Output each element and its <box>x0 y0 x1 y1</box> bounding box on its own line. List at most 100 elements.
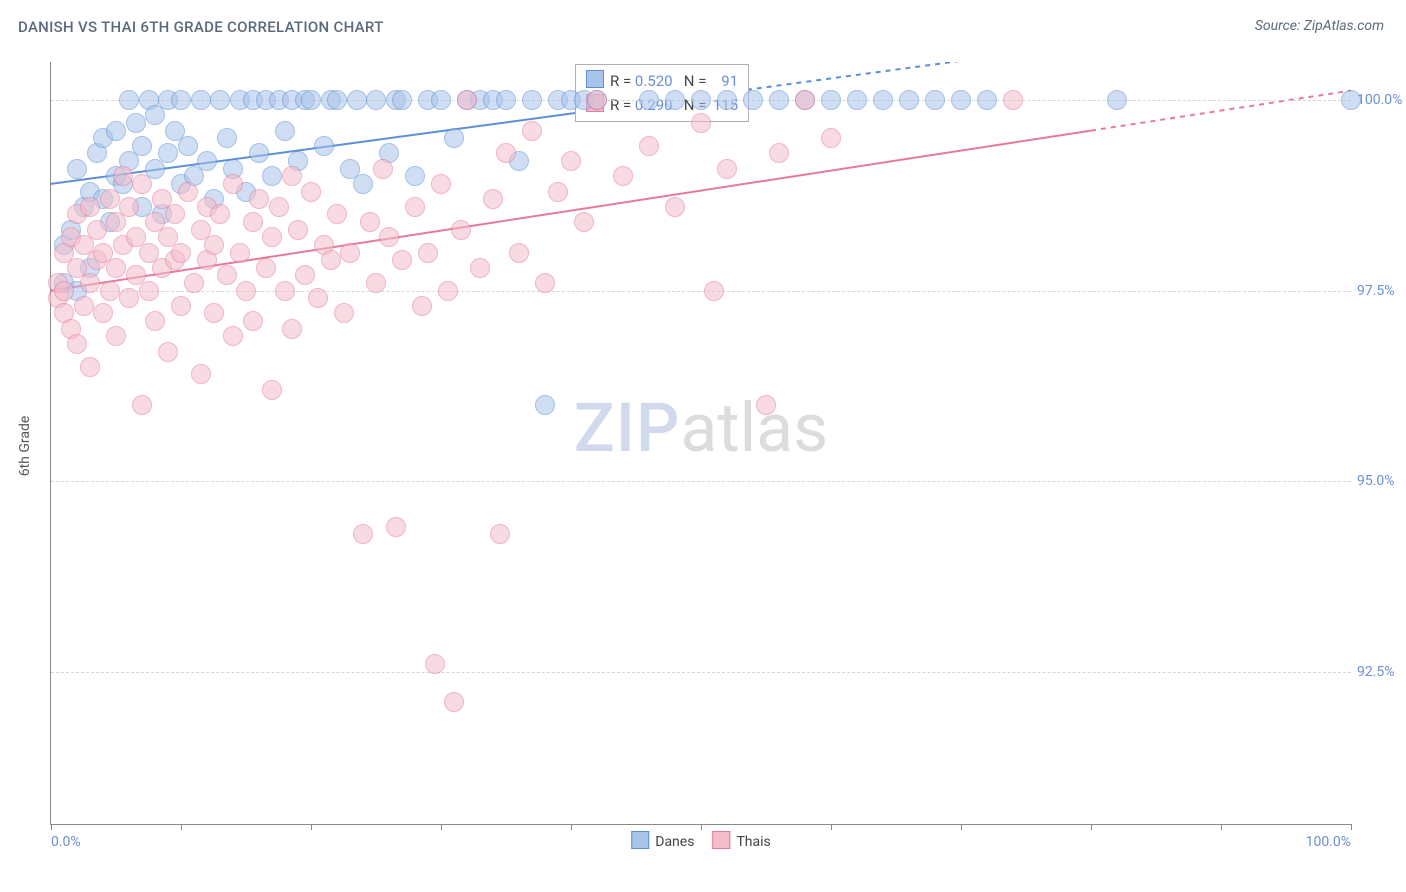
scatter-point <box>256 258 276 278</box>
scatter-point <box>769 143 789 163</box>
scatter-point <box>295 265 315 285</box>
scatter-point <box>249 189 269 209</box>
scatter-point <box>392 250 412 270</box>
scatter-point <box>243 212 263 232</box>
scatter-point <box>373 159 393 179</box>
scatter-point <box>262 380 282 400</box>
scatter-point <box>132 395 152 415</box>
scatter-point <box>67 159 87 179</box>
scatter-point <box>275 121 295 141</box>
scatter-point <box>171 296 191 316</box>
x-tick <box>1351 824 1352 830</box>
gridline <box>51 672 1351 673</box>
scatter-point <box>204 303 224 323</box>
scatter-point <box>347 90 367 110</box>
scatter-point <box>80 273 100 293</box>
scatter-point <box>301 182 321 202</box>
scatter-point <box>821 128 841 148</box>
x-tick-label: 100.0% <box>1306 834 1351 850</box>
scatter-point <box>178 182 198 202</box>
scatter-point <box>100 189 120 209</box>
y-tick-label: 95.0% <box>1357 473 1406 489</box>
scatter-point <box>951 90 971 110</box>
scatter-point <box>392 90 412 110</box>
scatter-point <box>139 281 159 301</box>
scatter-point <box>126 113 146 133</box>
scatter-point <box>210 90 230 110</box>
bottom-legend: DanesThais <box>631 831 771 850</box>
scatter-point <box>334 303 354 323</box>
scatter-point <box>548 182 568 202</box>
scatter-point <box>217 265 237 285</box>
x-tick <box>181 824 182 830</box>
scatter-point <box>665 197 685 217</box>
scatter-point <box>132 174 152 194</box>
scatter-point <box>282 319 302 339</box>
scatter-point <box>496 90 516 110</box>
trend-lines <box>51 62 1351 824</box>
scatter-point <box>158 143 178 163</box>
legend-swatch <box>631 831 649 849</box>
scatter-point <box>743 90 763 110</box>
x-tick <box>51 824 52 830</box>
scatter-point <box>308 288 328 308</box>
scatter-point <box>496 143 516 163</box>
scatter-point <box>210 204 230 224</box>
scatter-point <box>639 90 659 110</box>
scatter-point <box>119 197 139 217</box>
stats-legend-row: R = 0.290 N = 115 <box>586 93 738 117</box>
x-tick <box>441 824 442 830</box>
scatter-point <box>191 90 211 110</box>
y-tick-label: 97.5% <box>1357 283 1406 299</box>
scatter-point <box>717 159 737 179</box>
chart-title: DANISH VS THAI 6TH GRADE CORRELATION CHA… <box>18 18 384 36</box>
scatter-point <box>145 311 165 331</box>
scatter-point <box>691 90 711 110</box>
scatter-point <box>93 303 113 323</box>
y-tick-label: 92.5% <box>1357 664 1406 680</box>
scatter-point <box>119 90 139 110</box>
scatter-point <box>223 326 243 346</box>
scatter-point <box>223 174 243 194</box>
legend-label: Thais <box>736 834 770 850</box>
x-tick-label: 0.0% <box>51 834 81 850</box>
scatter-point <box>54 281 74 301</box>
scatter-point <box>717 90 737 110</box>
scatter-point <box>132 136 152 156</box>
scatter-point <box>87 220 107 240</box>
scatter-point <box>379 227 399 247</box>
scatter-point <box>444 128 464 148</box>
scatter-point <box>165 204 185 224</box>
scatter-point <box>178 136 198 156</box>
scatter-point <box>217 128 237 148</box>
scatter-point <box>483 189 503 209</box>
scatter-point <box>425 654 445 674</box>
scatter-point <box>262 166 282 186</box>
scatter-point <box>873 90 893 110</box>
scatter-point <box>80 197 100 217</box>
scatter-point <box>490 524 510 544</box>
x-tick <box>961 824 962 830</box>
scatter-point <box>171 90 191 110</box>
scatter-point <box>74 296 94 316</box>
y-tick-label: 100.0% <box>1357 92 1406 108</box>
x-tick <box>701 824 702 830</box>
scatter-point <box>535 395 555 415</box>
scatter-point <box>438 281 458 301</box>
scatter-point <box>119 288 139 308</box>
legend-swatch <box>712 831 730 849</box>
scatter-point <box>470 258 490 278</box>
scatter-point <box>366 90 386 110</box>
scatter-point <box>386 517 406 537</box>
scatter-point <box>821 90 841 110</box>
scatter-point <box>353 174 373 194</box>
scatter-point <box>535 273 555 293</box>
scatter-point <box>431 90 451 110</box>
scatter-point <box>639 136 659 156</box>
scatter-point <box>327 204 347 224</box>
scatter-point <box>171 243 191 263</box>
scatter-point <box>288 220 308 240</box>
x-tick <box>571 824 572 830</box>
scatter-point <box>262 227 282 247</box>
scatter-point <box>431 174 451 194</box>
